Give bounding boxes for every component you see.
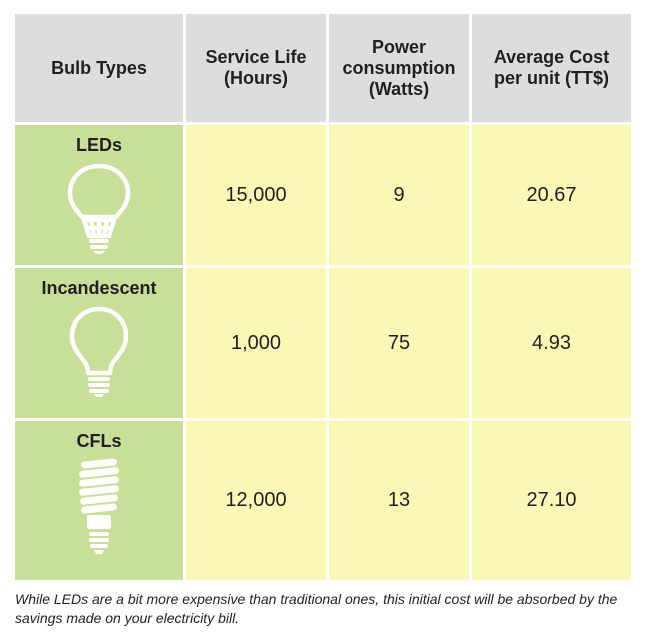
header-service-life-text: Service Life (Hours) — [205, 47, 307, 88]
service-life-cfls: 12,000 — [186, 421, 326, 580]
header-power-text: Power consumption (Watts) — [342, 36, 456, 99]
cost-value: 20.67 — [526, 183, 577, 206]
led-bulb-icon — [67, 163, 131, 254]
power-value: 13 — [387, 489, 411, 511]
row-type-label: Incandescent — [41, 278, 157, 298]
cost-leds: 20.67 — [472, 125, 631, 265]
power-leds: 9 — [329, 125, 469, 265]
row-type-label: CFLs — [76, 431, 122, 451]
service-life-incandescent: 1,000 — [186, 268, 326, 418]
row-type-cfls: CFLs — [15, 421, 183, 580]
header-power-consumption: Power consumption (Watts) — [329, 14, 469, 122]
service-life-value: 1,000 — [230, 331, 282, 354]
cost-cfls: 27.10 — [472, 421, 631, 580]
incandescent-bulb-icon — [69, 306, 129, 397]
power-value: 75 — [387, 331, 411, 354]
header-bulb-types-text: Bulb Types — [51, 57, 147, 78]
bulb-comparison-table: Bulb Types Service Life (Hours) Power co… — [15, 14, 631, 580]
row-type-incandescent: Incandescent — [15, 268, 183, 418]
service-life-leds: 15,000 — [186, 125, 326, 265]
cfl-bulb-icon — [79, 458, 119, 554]
header-bulb-types: Bulb Types — [15, 14, 183, 122]
header-cost-text: Average Cost per unit (TT$) — [493, 47, 610, 88]
service-life-value: 15,000 — [225, 183, 287, 206]
footnote: While LEDs are a bit more expensive than… — [15, 591, 618, 626]
row-type-label: LEDs — [75, 135, 122, 155]
power-cfls: 13 — [329, 421, 469, 580]
cost-value: 27.10 — [526, 489, 577, 511]
cost-value: 4.93 — [532, 331, 571, 354]
cost-incandescent: 4.93 — [472, 268, 631, 418]
row-type-leds: LEDs — [15, 125, 183, 265]
power-incandescent: 75 — [329, 268, 469, 418]
service-life-value: 12,000 — [225, 489, 287, 511]
power-value: 9 — [393, 183, 405, 206]
header-service-life: Service Life (Hours) — [186, 14, 326, 122]
header-average-cost: Average Cost per unit (TT$) — [472, 14, 631, 122]
